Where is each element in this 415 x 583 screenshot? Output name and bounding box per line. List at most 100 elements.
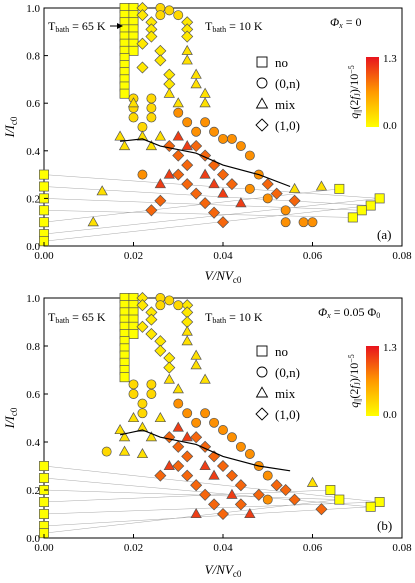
triangle-point [306,476,319,487]
circle-point [155,10,166,21]
circle-point [146,112,157,123]
diamond-point [199,197,212,210]
circle-point [146,103,157,113]
y-axis-title: I/Ic0 [2,407,19,429]
square-point [39,497,49,507]
colorbar [366,346,379,416]
x-tick-label: 0.04 [213,250,233,262]
x-tick-label: 0.08 [392,542,412,554]
y-tick-label: 0.0 [26,241,40,253]
colorbar-max: 1.3 [383,53,397,65]
circle-point [173,107,184,118]
diamond-point [199,488,212,501]
diamond-point [234,479,247,492]
data-points [39,291,385,539]
triangle-point [163,168,175,179]
triangle-point [315,180,328,191]
triangle-point [127,97,140,108]
circle-point [137,398,148,409]
triangle-point [190,349,202,360]
triangle-point [172,130,184,141]
square-point [39,205,49,216]
diamond-point [154,54,167,67]
square-point [365,200,376,211]
colorbar-max: 1.3 [383,342,397,354]
circle-point [218,133,228,144]
triangle-point [181,44,193,55]
triangle-point [127,411,140,423]
diamond-point [216,168,230,181]
triangle-point [118,431,131,442]
legend-triangle-icon [255,97,269,109]
y-tick-label: 0.2 [26,193,40,205]
circle-point [280,205,291,216]
circle-point [146,93,157,104]
triangle-point [136,130,149,141]
annotation-65K: Tbath = 65 K [48,310,106,325]
square-point [39,461,49,471]
colorbar-title: q||(2fJ)/10−5 [347,354,362,408]
diamond-point [234,498,247,511]
circle-point [235,441,246,452]
circle-point [226,432,237,443]
triangle-point [181,140,193,151]
y-tick-label: 1.0 [26,3,40,15]
circle-point [182,117,193,128]
phi-label: Φx = 0 [330,15,361,30]
legend-circle-icon [256,77,268,89]
triangle-point [163,459,175,471]
y-tick-label: 0.8 [26,341,40,353]
diamond-point [145,30,158,43]
legend-label: (0,n) [275,365,300,380]
trajectory-line [43,210,353,218]
circle-point [128,379,139,390]
diamond-point [270,479,283,492]
circle-point [200,408,211,419]
triangle-point [288,182,301,193]
annotation-10K: Tbath = 10 K [205,310,263,325]
circle-point [137,169,148,180]
legend-label: (0,n) [275,76,300,91]
triangle-point [190,68,202,79]
x-tick-label: 0.02 [124,250,143,262]
legend-triangle-icon [255,386,269,398]
x-axis-title: V/NVc0 [205,268,242,285]
diamond-point [190,431,203,444]
diamond-point [288,194,301,207]
square-point [128,329,139,339]
square-point [374,193,385,204]
triangle-point [199,168,211,179]
diamond-point [181,30,194,43]
diamond-point [136,320,149,333]
triangle-point [145,140,158,151]
triangle-point [87,216,99,227]
triangle-point [190,507,202,519]
diamond-point [208,498,221,511]
triangle-point [118,140,131,151]
x-tick-label: 0.08 [392,250,412,262]
triangle-point [199,459,211,471]
triangle-point [172,421,184,432]
square-point [334,494,345,505]
panel-label: (b) [377,518,392,533]
colorbar-min: 0.0 [383,120,397,132]
square-point [356,205,367,216]
legend-label: (1,0) [275,407,300,422]
diamond-point [252,488,265,501]
x-axis-title: V/NVc0 [205,562,242,579]
square-point [365,501,376,512]
circle-point [146,389,157,399]
legend-label: mix [275,97,296,112]
circle-point [280,217,291,228]
panel-b: 0.00 0.02 0.04 0.06 0.08 0.0 0.2 0.4 0.6 0.8 1.0 V… [2,291,412,579]
legend-circle-icon [256,366,268,378]
diamond-point [181,469,194,482]
circle-point [128,112,139,123]
circle-point [244,183,255,194]
diamond-point [190,140,203,153]
triangle-point [154,130,167,141]
circle-point [262,193,273,204]
legend-label: no [275,55,288,70]
diamond-point [136,37,149,50]
